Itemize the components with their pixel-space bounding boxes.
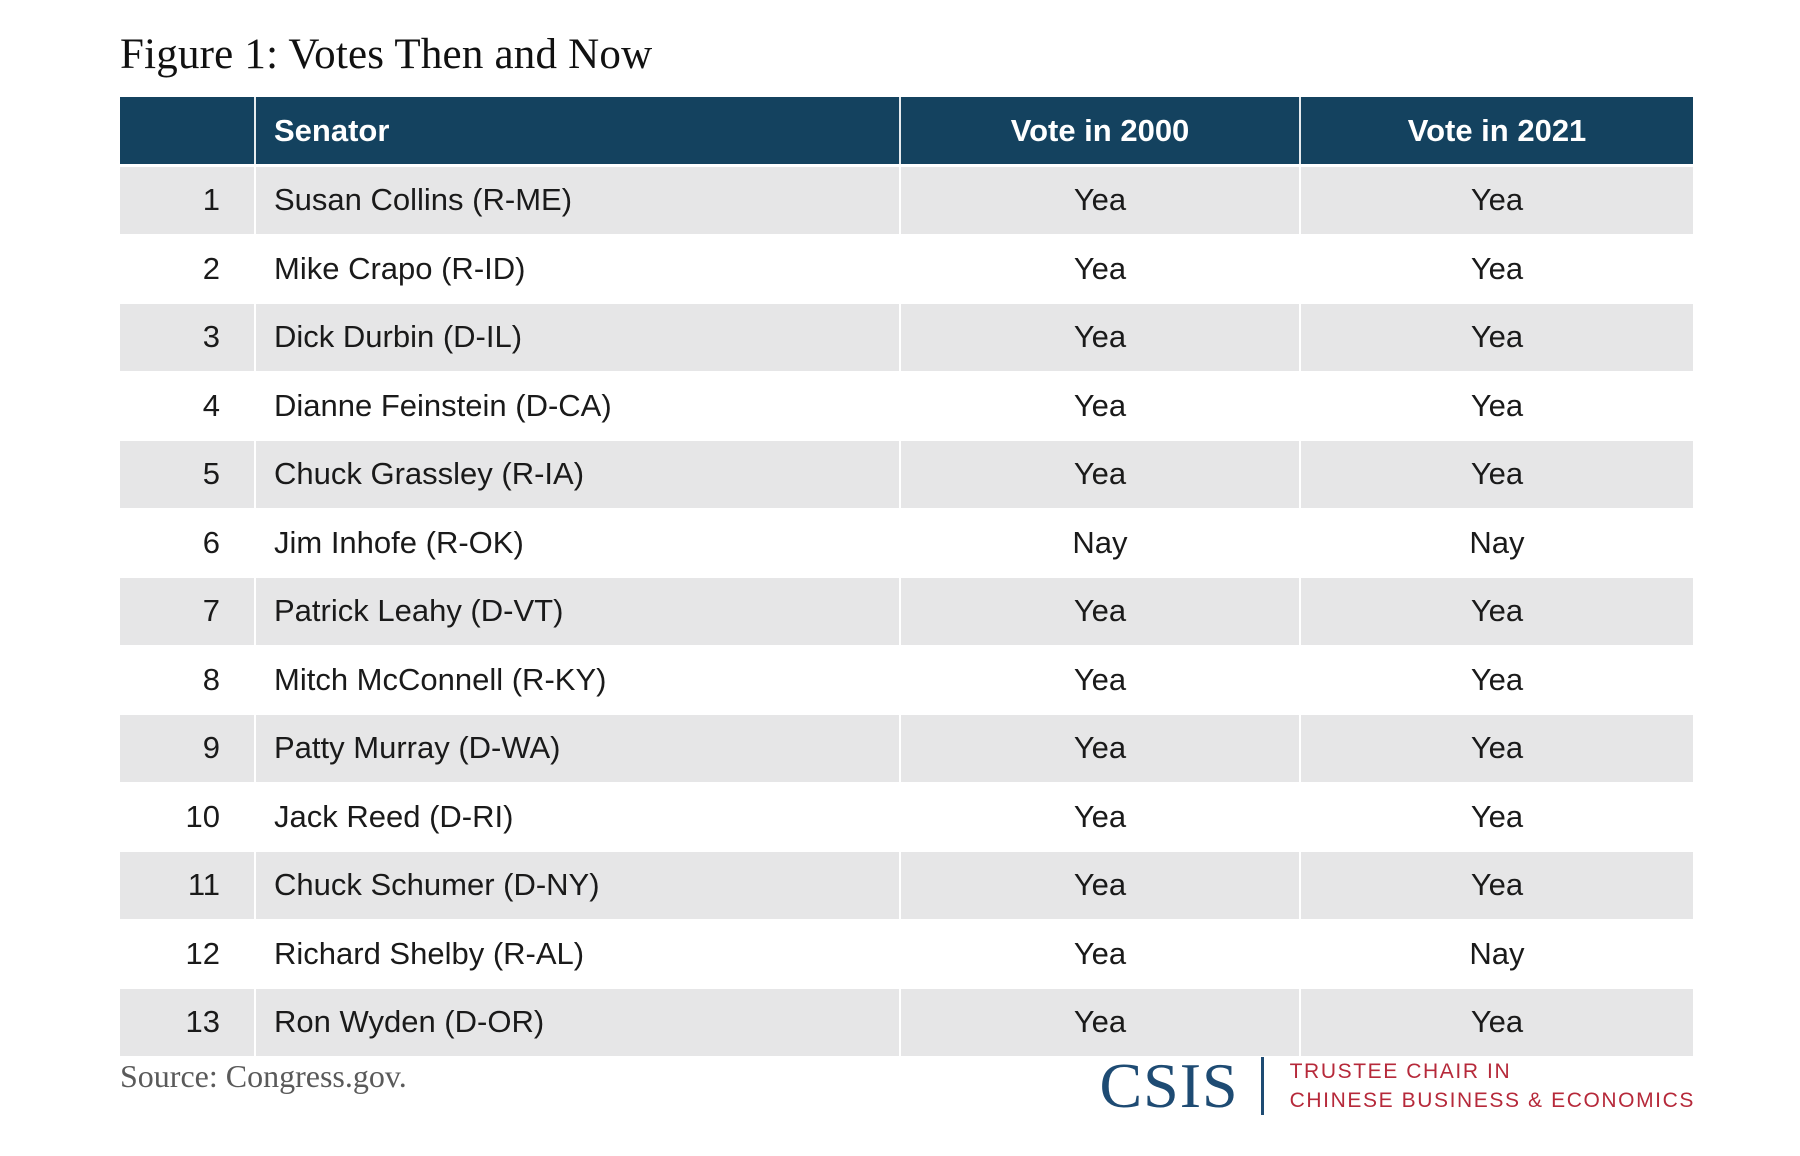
vote-2021-cell: Yea: [1299, 441, 1693, 508]
table-row: 13 Ron Wyden (D-OR) Yea Yea: [120, 987, 1693, 1056]
row-number-cell: 7: [202, 593, 220, 629]
row-number-cell: 1: [202, 182, 220, 218]
column-header-number: [120, 97, 254, 164]
vote-2000-cell: Yea: [899, 578, 1299, 645]
vote-2021-cell: Yea: [1299, 578, 1693, 645]
senator-cell: Chuck Schumer (D-NY): [254, 852, 899, 919]
logo-divider: [1260, 1057, 1264, 1115]
vote-2000-cell: Yea: [899, 989, 1299, 1056]
table-row: 4 Dianne Feinstein (D-CA) Yea Yea: [120, 370, 1693, 439]
vote-2021-cell: Yea: [1299, 372, 1693, 439]
table-body: 1 Susan Collins (R-ME) Yea Yea 2 Mike Cr…: [120, 167, 1693, 1056]
senator-cell: Patrick Leahy (D-VT): [254, 578, 899, 645]
table-row: 2 Mike Crapo (R-ID) Yea Yea: [120, 233, 1693, 302]
row-number-cell: 13: [185, 1004, 220, 1040]
senator-cell: Mitch McConnell (R-KY): [254, 646, 899, 713]
row-number-cell: 5: [202, 456, 220, 492]
table-row: 10 Jack Reed (D-RI) Yea Yea: [120, 781, 1693, 850]
row-number-cell: 12: [185, 935, 220, 971]
senator-cell: Mike Crapo (R-ID): [254, 235, 899, 302]
table-row: 11 Chuck Schumer (D-NY) Yea Yea: [120, 850, 1693, 919]
votes-table: Senator Vote in 2000 Vote in 2021 1 Susa…: [120, 97, 1693, 1056]
vote-2021-cell: Yea: [1299, 852, 1693, 919]
vote-2000-cell: Yea: [899, 304, 1299, 371]
vote-2021-cell: Yea: [1299, 715, 1693, 782]
logo-program-name: TRUSTEE CHAIR IN CHINESE BUSINESS & ECON…: [1290, 1057, 1695, 1115]
table-row: 6 Jim Inhofe (R-OK) Nay Nay: [120, 507, 1693, 576]
row-number-cell: 9: [202, 730, 220, 766]
table-row: 3 Dick Durbin (D-IL) Yea Yea: [120, 302, 1693, 371]
vote-2000-cell: Yea: [899, 920, 1299, 987]
vote-2000-cell: Nay: [899, 509, 1299, 576]
vote-2021-cell: Yea: [1299, 167, 1693, 234]
senator-cell: Richard Shelby (R-AL): [254, 920, 899, 987]
column-header-vote-2021: Vote in 2021: [1299, 97, 1693, 164]
vote-2021-cell: Nay: [1299, 920, 1693, 987]
row-number-cell: 6: [202, 524, 220, 560]
senator-cell: Dick Durbin (D-IL): [254, 304, 899, 371]
table-row: 8 Mitch McConnell (R-KY) Yea Yea: [120, 644, 1693, 713]
logo-program-line1: TRUSTEE CHAIR IN: [1289, 1060, 1512, 1083]
csis-logo: CSIS TRUSTEE CHAIR IN CHINESE BUSINESS &…: [1099, 1048, 1695, 1124]
table-row: 7 Patrick Leahy (D-VT) Yea Yea: [120, 576, 1693, 645]
vote-2000-cell: Yea: [899, 167, 1299, 234]
table-row: 1 Susan Collins (R-ME) Yea Yea: [120, 167, 1693, 234]
row-number-cell: 8: [202, 661, 220, 697]
senator-cell: Patty Murray (D-WA): [254, 715, 899, 782]
row-number-cell: 4: [202, 387, 220, 423]
vote-2000-cell: Yea: [899, 715, 1299, 782]
source-note: Source: Congress.gov.: [120, 1058, 407, 1094]
column-header-vote-2000: Vote in 2000: [899, 97, 1299, 164]
vote-2021-cell: Yea: [1299, 235, 1693, 302]
senator-cell: Susan Collins (R-ME): [254, 167, 899, 234]
table-row: 5 Chuck Grassley (R-IA) Yea Yea: [120, 439, 1693, 508]
senator-cell: Ron Wyden (D-OR): [254, 989, 899, 1056]
vote-2000-cell: Yea: [899, 852, 1299, 919]
row-number-cell: 2: [202, 250, 220, 286]
vote-2000-cell: Yea: [899, 441, 1299, 508]
figure-title: Figure 1: Votes Then and Now: [120, 31, 653, 78]
vote-2021-cell: Yea: [1299, 783, 1693, 850]
table-row: 9 Patty Murray (D-WA) Yea Yea: [120, 713, 1693, 782]
vote-2021-cell: Yea: [1299, 304, 1693, 371]
logo-program-line2: CHINESE BUSINESS & ECONOMICS: [1289, 1089, 1695, 1112]
vote-2000-cell: Yea: [899, 783, 1299, 850]
vote-2000-cell: Yea: [899, 235, 1299, 302]
vote-2021-cell: Yea: [1299, 646, 1693, 713]
senator-cell: Jack Reed (D-RI): [254, 783, 899, 850]
row-number-cell: 10: [185, 798, 220, 834]
vote-2021-cell: Yea: [1299, 989, 1693, 1056]
vote-2000-cell: Yea: [899, 372, 1299, 439]
row-number-cell: 3: [202, 319, 220, 355]
row-number-cell: 11: [187, 867, 220, 903]
table-row: 12 Richard Shelby (R-AL) Yea Nay: [120, 918, 1693, 987]
vote-2000-cell: Yea: [899, 646, 1299, 713]
table-header-row: Senator Vote in 2000 Vote in 2021: [120, 97, 1693, 167]
csis-wordmark: CSIS: [1099, 1050, 1239, 1121]
senator-cell: Jim Inhofe (R-OK): [254, 509, 899, 576]
column-header-senator: Senator: [254, 97, 899, 164]
senator-cell: Chuck Grassley (R-IA): [254, 441, 899, 508]
senator-cell: Dianne Feinstein (D-CA): [254, 372, 899, 439]
vote-2021-cell: Nay: [1299, 509, 1693, 576]
